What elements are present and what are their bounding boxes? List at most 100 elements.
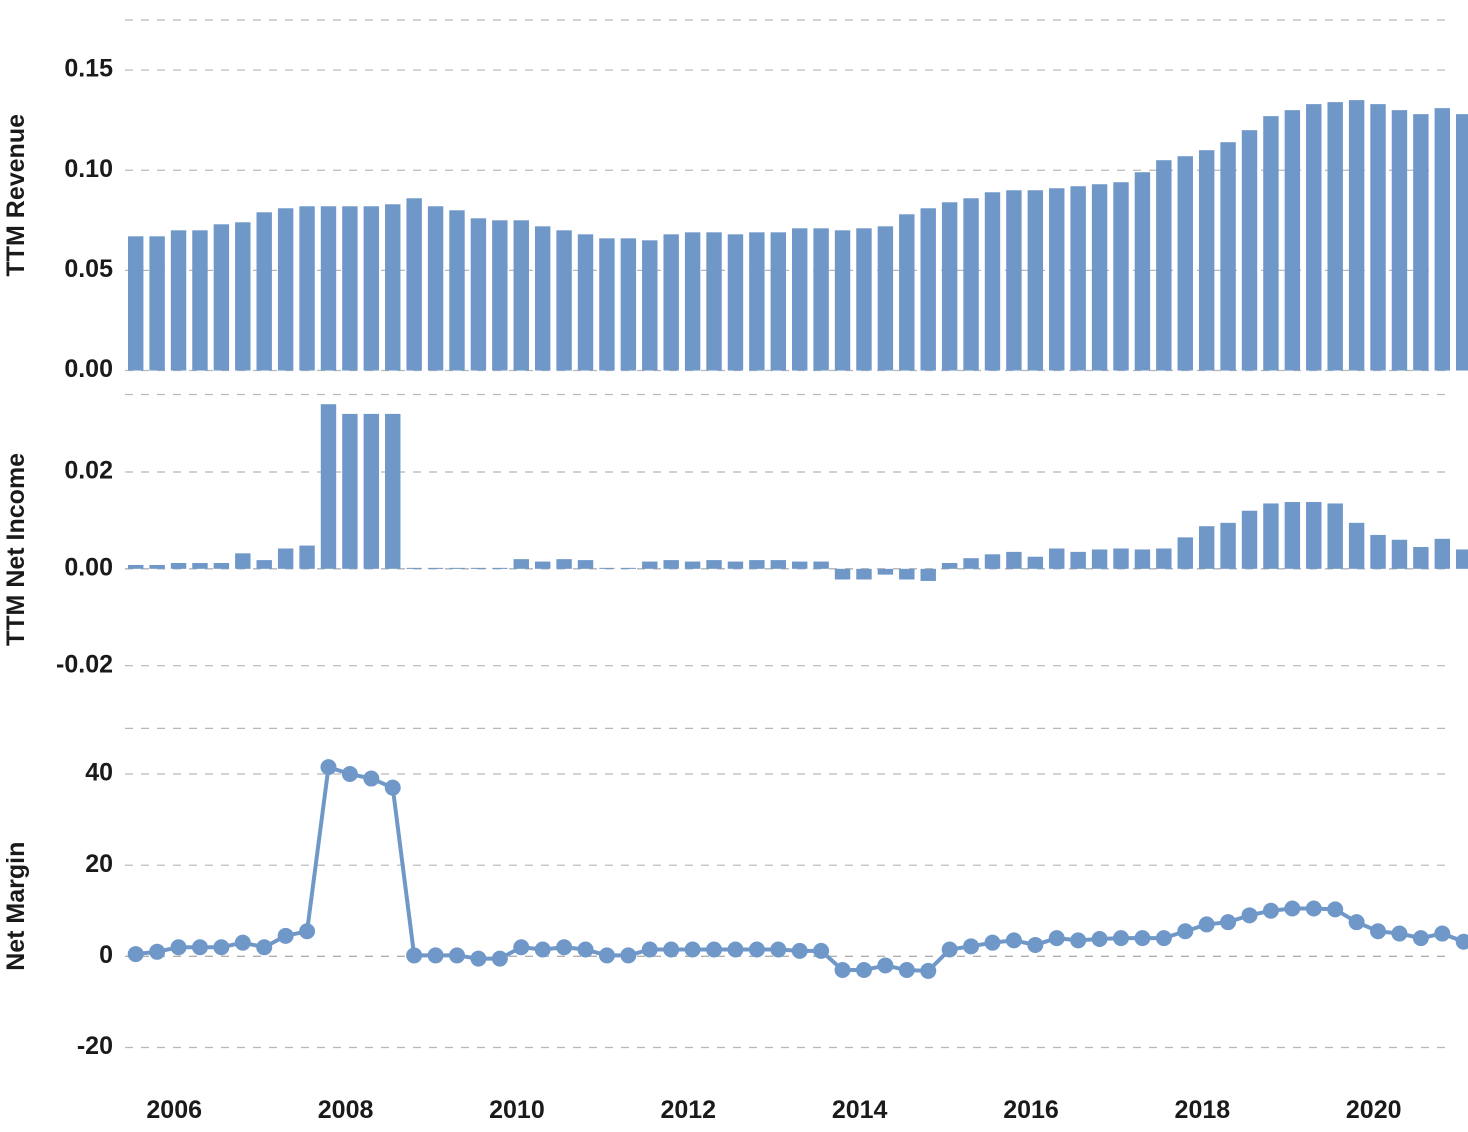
bar <box>149 565 164 569</box>
chart-canvas: 0.000.050.100.15TTM Revenue-0.020.000.02… <box>0 0 1468 1132</box>
bar <box>599 568 614 569</box>
bar <box>792 562 807 569</box>
y-tick-label: 20 <box>85 850 113 878</box>
bar <box>1092 549 1107 568</box>
bar <box>1070 552 1085 569</box>
bar <box>878 569 893 575</box>
bar <box>1092 184 1107 370</box>
marker <box>556 939 572 955</box>
marker <box>1306 900 1322 916</box>
marker <box>235 935 251 951</box>
bar <box>771 232 786 370</box>
marker <box>1113 930 1129 946</box>
bar <box>1435 108 1450 370</box>
marker <box>1370 923 1386 939</box>
bar <box>364 206 379 370</box>
marker <box>1177 923 1193 939</box>
marker <box>449 947 465 963</box>
bar <box>1049 188 1064 370</box>
marker <box>256 939 272 955</box>
bar <box>1178 537 1193 568</box>
bar <box>257 560 272 569</box>
bar <box>1156 548 1171 568</box>
y-tick-label: 0.00 <box>64 553 113 581</box>
bar <box>321 404 336 569</box>
bar <box>578 560 593 569</box>
y-tick-label: 0.00 <box>64 355 113 383</box>
marker <box>1413 930 1429 946</box>
bar <box>578 234 593 370</box>
bar <box>385 414 400 569</box>
bar <box>1392 110 1407 370</box>
bar <box>1456 549 1468 568</box>
bar <box>1435 539 1450 569</box>
bar <box>1156 160 1171 370</box>
bar <box>364 414 379 569</box>
bar <box>706 560 721 569</box>
bar <box>556 230 571 370</box>
bar <box>621 238 636 370</box>
marker <box>899 962 915 978</box>
marker <box>1092 931 1108 947</box>
bar <box>1242 130 1257 370</box>
bar <box>535 562 550 569</box>
marker <box>1263 903 1279 919</box>
bar <box>1285 502 1300 569</box>
bar <box>728 234 743 370</box>
bar <box>192 230 207 370</box>
marker <box>706 942 722 958</box>
bar <box>514 559 529 569</box>
bar <box>1349 523 1364 569</box>
bar <box>1178 156 1193 370</box>
bar <box>878 226 893 370</box>
marker <box>685 942 701 958</box>
marker <box>1156 930 1172 946</box>
bar <box>492 220 507 370</box>
net_income-y-label: TTM Net Income <box>2 453 30 646</box>
bar <box>1028 557 1043 569</box>
marker <box>492 951 508 967</box>
bar <box>128 236 143 370</box>
bar <box>1006 552 1021 569</box>
marker <box>749 942 765 958</box>
bar <box>1006 190 1021 370</box>
marker <box>1199 916 1215 932</box>
bar <box>385 204 400 370</box>
marker <box>1027 937 1043 953</box>
bar <box>963 198 978 370</box>
marker <box>877 957 893 973</box>
y-tick-label: -0.02 <box>56 650 113 678</box>
bar <box>1413 547 1428 569</box>
bar <box>321 206 336 370</box>
bar <box>856 228 871 370</box>
marker <box>149 944 165 960</box>
bar <box>942 202 957 370</box>
y-tick-label: 40 <box>85 759 113 787</box>
marker <box>792 943 808 959</box>
bar <box>235 553 250 568</box>
bar <box>749 232 764 370</box>
bar <box>492 568 507 569</box>
marker <box>192 939 208 955</box>
x-tick-label: 2012 <box>660 1096 716 1124</box>
bar <box>471 568 486 569</box>
marker <box>942 942 958 958</box>
bar <box>278 548 293 568</box>
bar <box>771 560 786 569</box>
marker <box>984 935 1000 951</box>
bar <box>235 222 250 370</box>
bar <box>1456 114 1468 370</box>
bar <box>899 214 914 370</box>
bar <box>278 208 293 370</box>
bar <box>471 218 486 370</box>
marker <box>428 947 444 963</box>
marker <box>213 939 229 955</box>
bar <box>642 562 657 569</box>
bar <box>685 232 700 370</box>
marker <box>642 942 658 958</box>
x-tick-label: 2008 <box>318 1096 374 1124</box>
marker <box>1284 900 1300 916</box>
marker <box>1006 932 1022 948</box>
bar <box>1199 150 1214 370</box>
marker <box>299 923 315 939</box>
